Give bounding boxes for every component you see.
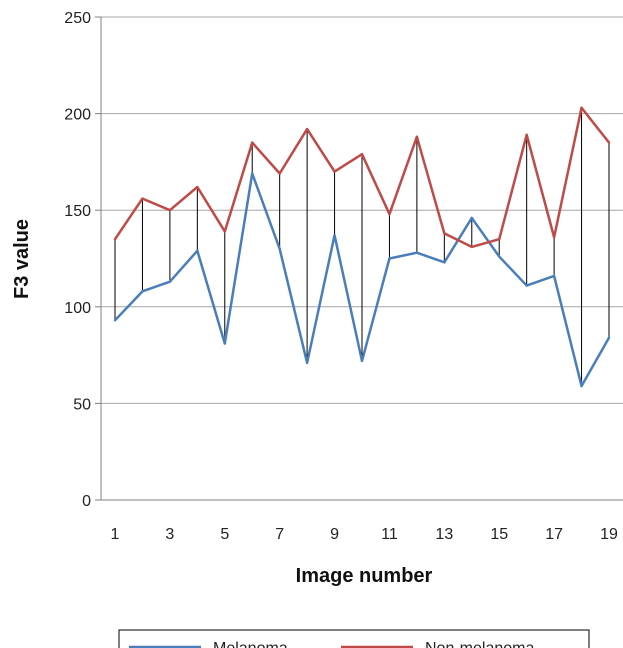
- data-point: [223, 342, 226, 345]
- x-tick-label-3: 3: [165, 526, 174, 543]
- axes: [95, 16, 623, 501]
- data-point: [141, 290, 144, 293]
- x-tick-label-7: 7: [275, 526, 284, 543]
- x-tick-labels: 1 3 5 7 9 11 13 15 17 19: [111, 526, 618, 543]
- series-lines: [113, 106, 611, 388]
- x-tick-label-5: 5: [220, 526, 229, 543]
- data-point: [333, 170, 336, 173]
- data-point: [113, 237, 117, 241]
- data-point: [525, 133, 528, 137]
- legend: Melanoma Non-melanoma: [118, 629, 590, 648]
- data-point: [360, 152, 364, 156]
- data-point: [415, 251, 419, 254]
- data-point: [607, 141, 611, 144]
- x-tick-label-19: 19: [600, 526, 618, 543]
- data-point: [251, 141, 254, 144]
- y-tick-label-200: 200: [64, 107, 91, 124]
- data-point: [443, 232, 446, 235]
- data-point: [223, 230, 226, 233]
- data-point: [360, 359, 364, 363]
- x-tick-label-17: 17: [545, 526, 563, 543]
- x-tick-label-15: 15: [490, 526, 508, 543]
- data-point: [607, 336, 611, 339]
- y-tick-label-50: 50: [73, 396, 91, 413]
- data-point: [168, 209, 172, 212]
- x-tick-label-9: 9: [330, 526, 339, 543]
- data-point: [388, 257, 391, 260]
- data-point: [305, 127, 309, 131]
- legend-label-melanoma: Melanoma: [213, 640, 288, 648]
- data-point: [388, 212, 391, 216]
- x-tick-label-11: 11: [381, 526, 398, 543]
- y-tick-label-150: 150: [64, 203, 91, 220]
- data-point: [415, 135, 419, 138]
- y-tick-label-0: 0: [82, 493, 91, 510]
- data-point: [113, 319, 117, 322]
- data-point: [196, 185, 199, 189]
- data-point: [333, 234, 336, 237]
- data-point: [305, 361, 309, 365]
- y-tick-labels: 0 50 100 150 200 250: [64, 10, 91, 510]
- y-axis-title: F3 value: [11, 219, 33, 299]
- x-tick-label-1: 1: [111, 526, 120, 543]
- y-tick-label-250: 250: [64, 10, 91, 27]
- data-point: [168, 280, 172, 283]
- x-tick-label-13: 13: [435, 526, 453, 543]
- data-point: [470, 245, 473, 249]
- data-point: [141, 197, 144, 200]
- data-point: [498, 255, 501, 258]
- data-point: [196, 249, 199, 252]
- data-point: [470, 216, 473, 220]
- legend-box: [118, 629, 590, 648]
- data-point: [278, 172, 281, 175]
- data-point: [251, 172, 254, 175]
- data-point: [580, 384, 583, 388]
- data-point: [498, 237, 501, 241]
- data-point: [580, 106, 583, 110]
- x-axis-title: Image number: [296, 565, 433, 587]
- drop-lines: [114, 107, 610, 387]
- data-point: [552, 236, 556, 239]
- y-tick-label-100: 100: [64, 300, 91, 317]
- data-point: [443, 261, 446, 264]
- data-point: [278, 247, 281, 251]
- data-point: [525, 284, 528, 287]
- legend-label-non-melanoma: Non-melanoma: [425, 640, 534, 648]
- data-point: [552, 274, 556, 278]
